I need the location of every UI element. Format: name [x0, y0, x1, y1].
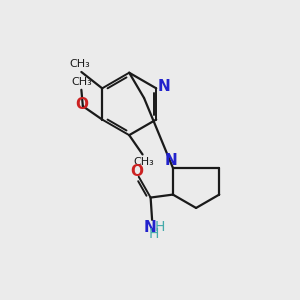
- Text: CH₃: CH₃: [70, 59, 90, 69]
- Text: CH₃: CH₃: [71, 77, 92, 87]
- Text: O: O: [75, 97, 88, 112]
- Text: CH₃: CH₃: [134, 157, 154, 167]
- Text: N: N: [143, 220, 156, 235]
- Text: N: N: [164, 153, 177, 168]
- Text: H: H: [154, 220, 165, 234]
- Text: O: O: [130, 164, 143, 179]
- Text: N: N: [157, 79, 170, 94]
- Text: H: H: [148, 227, 159, 241]
